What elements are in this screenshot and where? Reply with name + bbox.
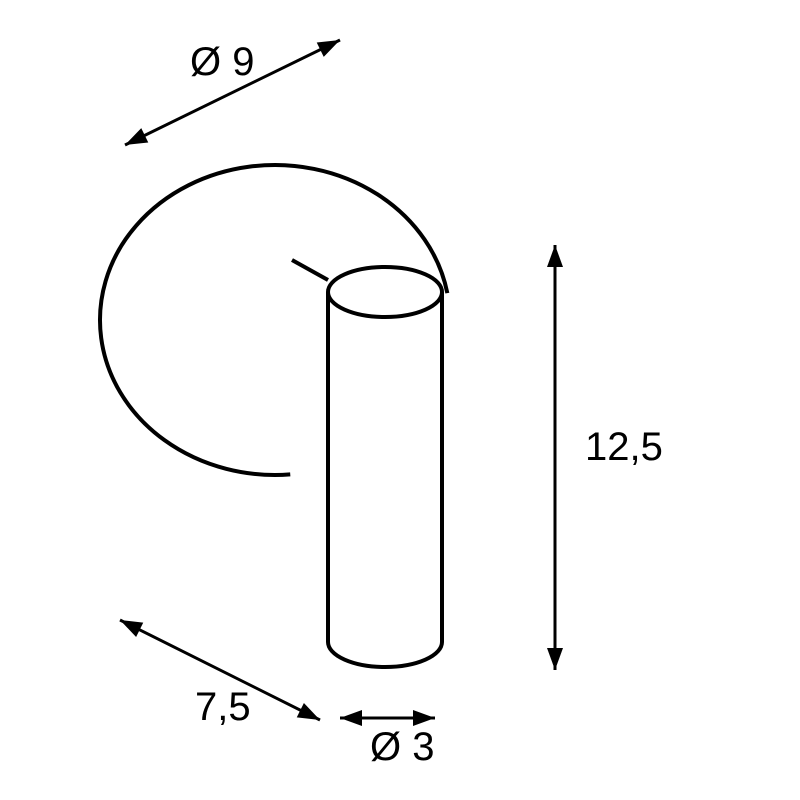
dim-diameter-9: Ø 9 <box>190 40 254 84</box>
cylinder-top <box>328 267 442 317</box>
dim-depth-7-5: 7,5 <box>195 685 251 729</box>
technical-drawing: Ø 9 12,5 7,5 Ø 3 <box>0 0 800 800</box>
base-plate <box>100 165 447 475</box>
dim-diameter-3: Ø 3 <box>370 725 434 769</box>
dim-height-12-5: 12,5 <box>585 425 663 469</box>
arm-stub <box>292 260 328 280</box>
cylinder-bottom <box>328 642 442 667</box>
